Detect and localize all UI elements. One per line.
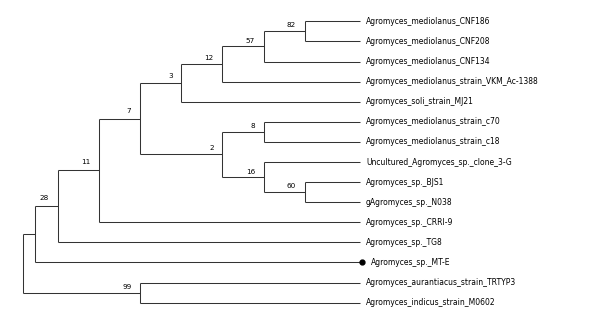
Text: Agromyces_mediolanus_strain_c70: Agromyces_mediolanus_strain_c70 <box>366 117 501 126</box>
Text: Agromyces_mediolanus_CNF208: Agromyces_mediolanus_CNF208 <box>366 37 490 46</box>
Text: Uncultured_Agromyces_sp._clone_3-G: Uncultured_Agromyces_sp._clone_3-G <box>366 157 512 167</box>
Text: Agromyces_mediolanus_strain_VKM_Ac-1388: Agromyces_mediolanus_strain_VKM_Ac-1388 <box>366 77 539 86</box>
Text: Agromyces_sp._CRRI-9: Agromyces_sp._CRRI-9 <box>366 218 453 227</box>
Text: 16: 16 <box>246 169 255 175</box>
Text: 11: 11 <box>81 159 90 165</box>
Text: 82: 82 <box>287 22 296 29</box>
Text: 12: 12 <box>205 54 214 61</box>
Text: 2: 2 <box>209 145 214 151</box>
Text: 7: 7 <box>127 108 131 114</box>
Text: Agromyces_soli_strain_MJ21: Agromyces_soli_strain_MJ21 <box>366 97 474 106</box>
Text: Agromyces_aurantiacus_strain_TRTYP3: Agromyces_aurantiacus_strain_TRTYP3 <box>366 278 516 287</box>
Text: Agromyces_indicus_strain_M0602: Agromyces_indicus_strain_M0602 <box>366 298 495 307</box>
Text: 57: 57 <box>246 39 255 44</box>
Text: gAgromyces_sp._N038: gAgromyces_sp._N038 <box>366 198 452 207</box>
Text: 99: 99 <box>122 284 131 290</box>
Text: Agromyces_sp._TG8: Agromyces_sp._TG8 <box>366 238 443 247</box>
Text: Agromyces_mediolanus_CNF134: Agromyces_mediolanus_CNF134 <box>366 57 490 66</box>
Text: 3: 3 <box>168 73 173 79</box>
Text: 60: 60 <box>287 183 296 189</box>
Text: Agromyces_mediolanus_strain_c18: Agromyces_mediolanus_strain_c18 <box>366 137 500 146</box>
Text: Agromyces_sp._BJS1: Agromyces_sp._BJS1 <box>366 178 444 187</box>
Text: Agromyces_sp._MT-E: Agromyces_sp._MT-E <box>371 258 450 267</box>
Text: Agromyces_mediolanus_CNF186: Agromyces_mediolanus_CNF186 <box>366 17 490 26</box>
Text: 8: 8 <box>250 123 255 129</box>
Text: 28: 28 <box>40 195 49 201</box>
